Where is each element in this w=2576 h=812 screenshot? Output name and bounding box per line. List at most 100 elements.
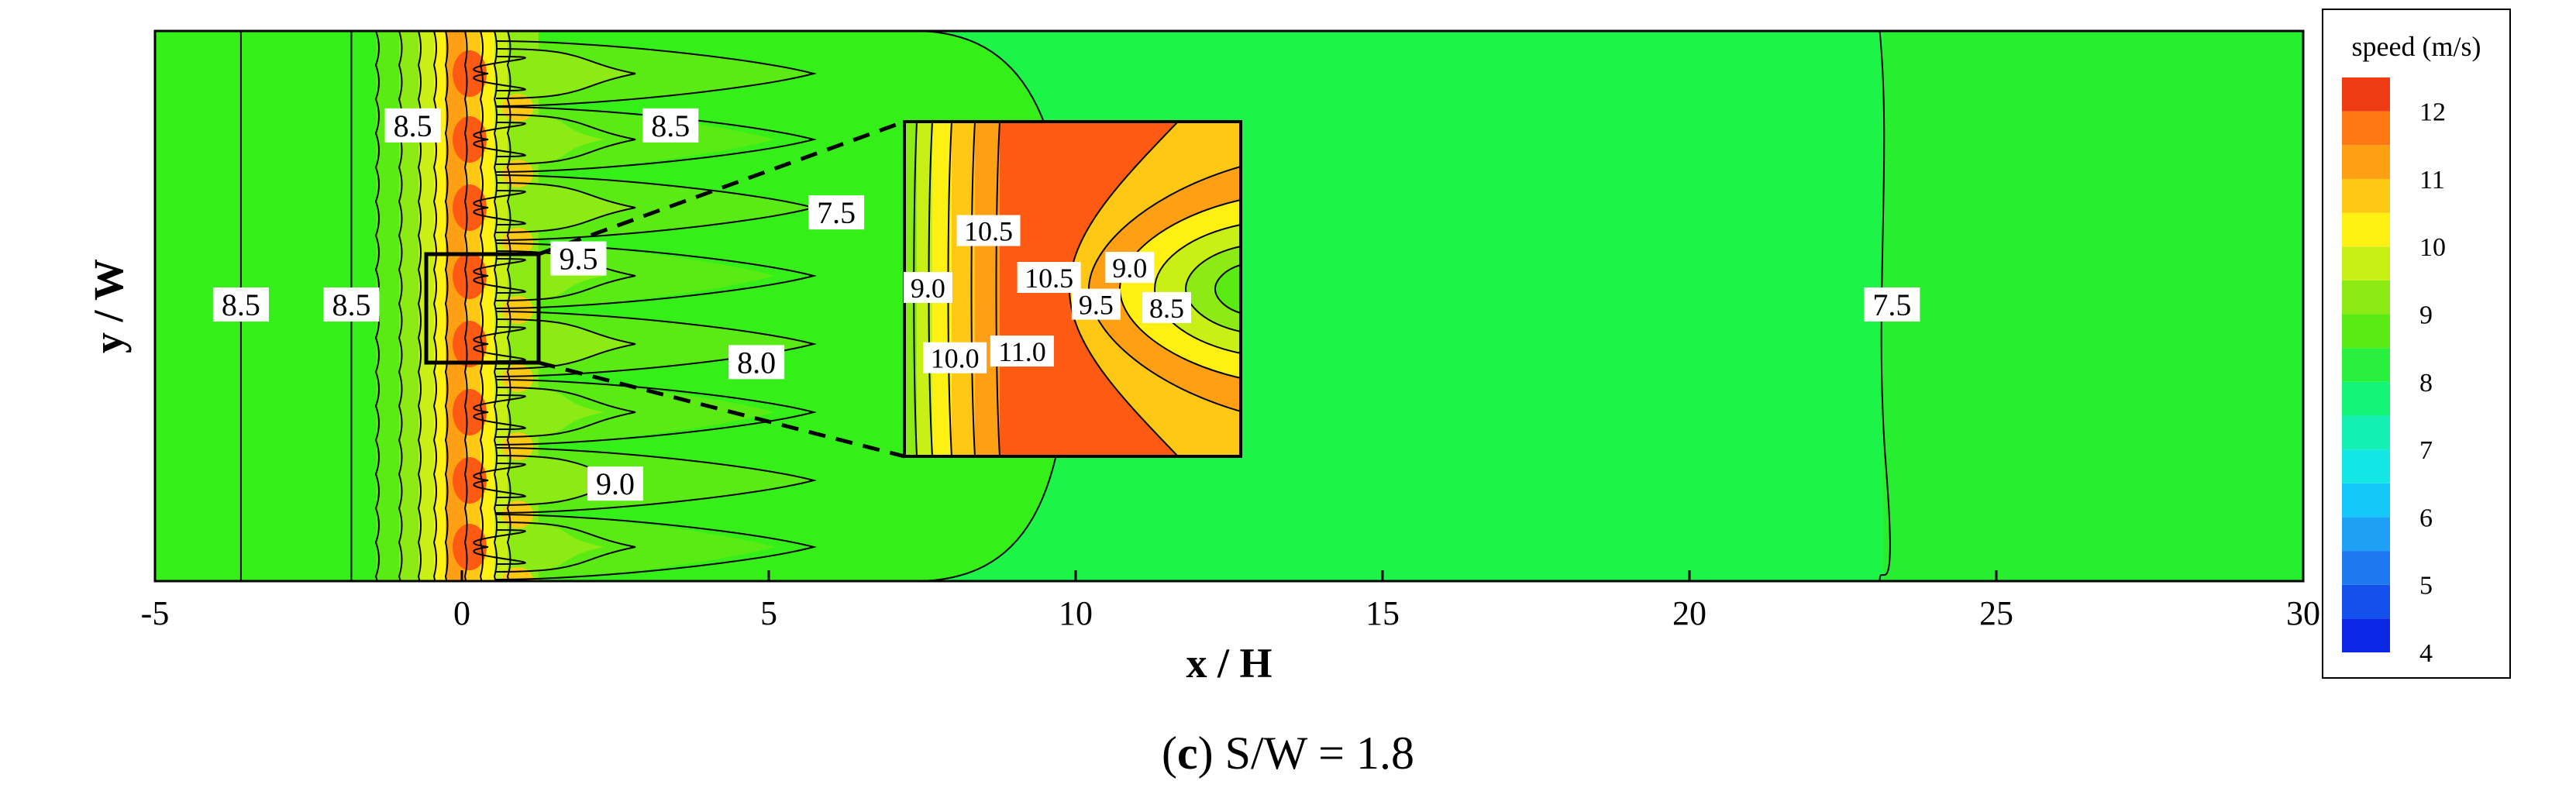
colorbar-tick-label: 6 [2419, 504, 2433, 532]
contour-line [473, 326, 526, 362]
contour-line [473, 122, 526, 157]
inset-label-text: 9.5 [1079, 290, 1114, 321]
contour-line [473, 56, 526, 91]
colorbar-swatches [2342, 77, 2390, 652]
speed-peak [453, 184, 487, 231]
contour-line [495, 447, 817, 514]
contour-line [495, 514, 817, 580]
colorbar-swatch [2342, 517, 2390, 552]
x-tick-label: 20 [1672, 594, 1706, 632]
colorbar-swatch [2342, 381, 2390, 416]
contour-label-text: 7.5 [1872, 287, 1911, 322]
contour-label: 8.5 [642, 108, 699, 143]
inset-band-8-5 [1215, 265, 1241, 313]
wall-band [480, 31, 498, 581]
contour-line [473, 529, 526, 565]
colorbar-swatch [2342, 280, 2390, 315]
x-tick-label: 5 [760, 594, 777, 632]
inset-label-text: 11.0 [998, 336, 1046, 367]
contour-line [473, 190, 526, 225]
contour-line [495, 379, 817, 446]
contour-label: 8.5 [212, 287, 269, 322]
caption-label: c [1176, 728, 1198, 779]
zoom-inset: 10.5 9.0 10.5 9.0 9.5 8.5 10.0 11.0 [903, 120, 1242, 458]
colorbar-swatch [2342, 584, 2390, 619]
colorbar-swatch [2342, 618, 2390, 652]
colorbar-swatch [2342, 145, 2390, 179]
contour-label-text: 7.5 [817, 195, 856, 230]
wall-speed-peaks [453, 50, 533, 581]
inset-label-text: 8.5 [1149, 293, 1184, 324]
plot-frame [153, 29, 2305, 583]
contour-line [463, 31, 468, 581]
contour-line [473, 463, 526, 498]
figure-caption: (c) S/W = 1.8 [1161, 728, 1415, 779]
colorbar-swatch [2342, 551, 2390, 585]
inset-contour-label: 9.0 [1105, 252, 1155, 284]
far-field-region [1883, 31, 2303, 581]
contour-label: 7.5 [1864, 287, 1920, 322]
contour-label-text: 9.0 [596, 466, 635, 501]
inset-contour-label: 10.5 [956, 215, 1021, 247]
colorbar-swatch [2342, 483, 2390, 518]
colorbar-swatch [2342, 246, 2390, 280]
x-tick-label: 15 [1365, 594, 1400, 632]
colorbar-tick-label: 4 [2419, 639, 2433, 668]
contour-line [495, 311, 817, 377]
inset-label-text: 9.0 [911, 273, 945, 304]
contour-label: 8.5 [384, 108, 441, 143]
colorbar-swatch [2342, 449, 2390, 483]
contour-line [1879, 31, 1891, 581]
colorbar-tick-label: 10 [2419, 233, 2446, 262]
contour-label: 9.5 [550, 241, 607, 277]
contour-label-text: 8.5 [222, 287, 260, 322]
zoom-region-box [424, 252, 541, 365]
inset-label-text: 10.5 [1025, 263, 1073, 294]
inset-contour [1153, 224, 1241, 354]
caption-text: S/W = 1.8 [1213, 728, 1415, 779]
colorbar-swatch [2342, 314, 2390, 349]
contour-line [495, 521, 636, 573]
x-tick-label: 0 [453, 594, 470, 632]
colorbar-swatch [2342, 178, 2390, 213]
zoom-connector-top [538, 119, 905, 256]
colorbar-tick-label: 8 [2419, 369, 2433, 397]
x-tick-label: 30 [2286, 594, 2320, 632]
colorbar-tick-label: 7 [2419, 436, 2433, 465]
inset-contour [970, 122, 976, 456]
speed-peak [453, 50, 487, 97]
contour-label: 8.0 [728, 345, 785, 380]
inset-label-text: 10.0 [931, 343, 980, 374]
contour-line [495, 106, 817, 173]
contour-line [473, 258, 526, 294]
inset-contour [1214, 264, 1241, 314]
colorbar-tick-label: 12 [2419, 98, 2446, 127]
x-tick-label: 25 [1979, 594, 2013, 632]
colorbar-swatch [2342, 415, 2390, 450]
x-axis-tick-labels: -5 0 5 10 15 20 25 30 [141, 594, 2320, 632]
inset-label-text: 9.0 [1112, 253, 1147, 284]
contour-label-text: 8.5 [332, 287, 370, 322]
x-axis-label: x / H [1186, 640, 1272, 686]
x-tick-label: -5 [141, 594, 170, 632]
contour-line [495, 114, 636, 165]
inset-contour [995, 122, 1000, 456]
colorbar-tick-label: 11 [2419, 166, 2445, 194]
inset-band-9 [1186, 246, 1241, 332]
inset-contour-labels: 10.5 9.0 10.5 9.0 9.5 8.5 10.0 11.0 [903, 215, 1192, 374]
inset-contour-label: 9.5 [1071, 288, 1121, 321]
colorbar-tick-label: 5 [2419, 572, 2433, 600]
contour-line [473, 394, 526, 430]
contour-line [495, 182, 636, 233]
colorbar-tick-labels: 12 11 10 9 8 7 6 5 4 [2419, 98, 2446, 668]
inset-contour [1184, 246, 1241, 332]
contour-label: 9.0 [587, 466, 643, 501]
inset-core-band [1000, 122, 1178, 456]
colorbar-swatch [2342, 212, 2390, 247]
contour-line [506, 31, 511, 581]
inset-contour-label: 9.0 [903, 272, 952, 304]
x-tick-label: 10 [1059, 594, 1093, 632]
inset-contour-label: 8.5 [1142, 291, 1192, 324]
speed-peak [453, 524, 487, 570]
